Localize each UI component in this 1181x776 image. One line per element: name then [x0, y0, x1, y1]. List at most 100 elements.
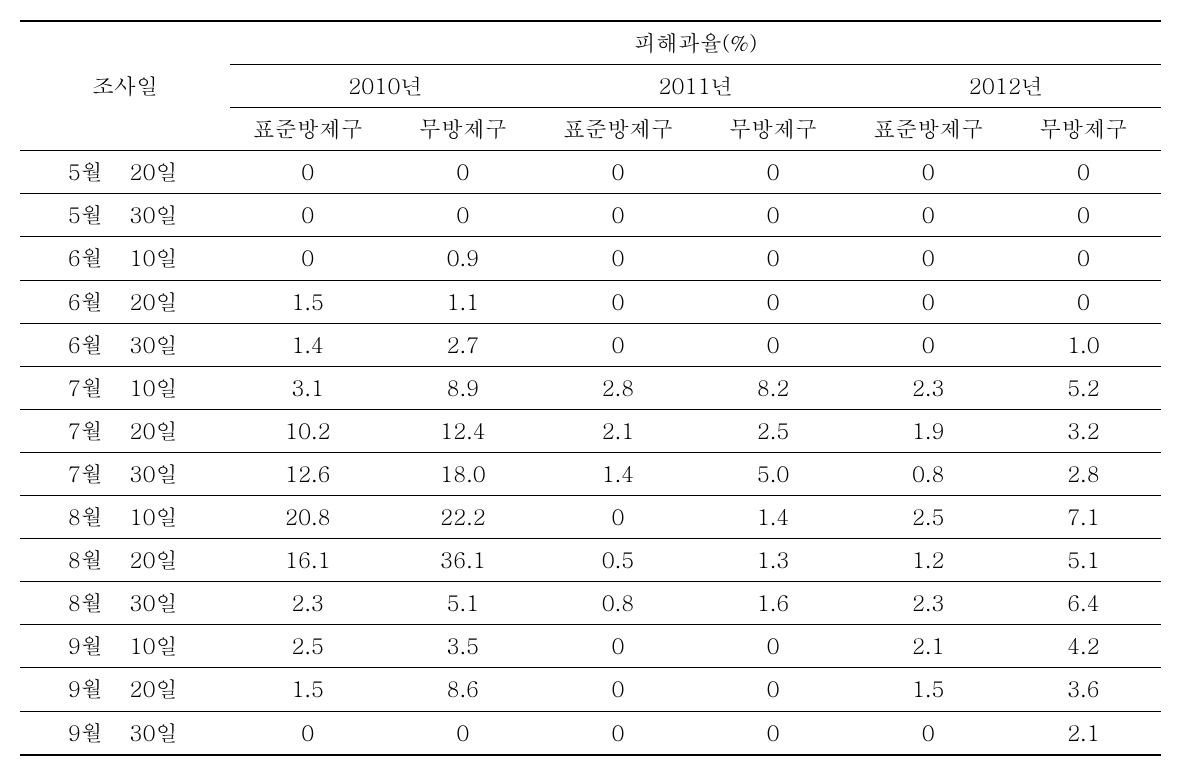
value-cell: 0	[230, 151, 385, 194]
value-cell: 2.3	[851, 582, 1006, 625]
header-date: 조사일	[20, 21, 230, 151]
value-cell: 12.4	[385, 409, 540, 452]
table-row: 6월20일1.51.10000	[20, 280, 1161, 323]
value-cell: 1.0	[1006, 323, 1161, 366]
date-month: 8월	[50, 500, 103, 534]
value-cell: 0.5	[540, 539, 695, 582]
value-cell: 8.6	[385, 668, 540, 711]
date-cell: 7월10일	[20, 366, 230, 409]
date-cell: 8월30일	[20, 582, 230, 625]
date-month: 6월	[50, 328, 103, 362]
value-cell: 5.2	[1006, 366, 1161, 409]
header-sub-none-2010: 무방제구	[385, 108, 540, 151]
value-cell: 2.7	[385, 323, 540, 366]
header-year-2012: 2012년	[851, 65, 1161, 108]
table-row: 8월20일16.136.10.51.31.25.1	[20, 539, 1161, 582]
value-cell: 0	[540, 323, 695, 366]
table: 조사일 피해과율(%) 2010년 2011년 2012년 표준방제구 무방제구…	[20, 20, 1161, 756]
value-cell: 0	[851, 237, 1006, 280]
value-cell: 10.2	[230, 409, 385, 452]
value-cell: 1.5	[230, 668, 385, 711]
value-cell: 0	[851, 711, 1006, 755]
header-sub-none-2011: 무방제구	[696, 108, 851, 151]
value-cell: 3.5	[385, 625, 540, 668]
value-cell: 0	[851, 194, 1006, 237]
value-cell: 0	[540, 625, 695, 668]
header-year-2011: 2011년	[540, 65, 850, 108]
value-cell: 8.2	[696, 366, 851, 409]
value-cell: 0	[385, 194, 540, 237]
date-day: 30일	[107, 457, 177, 491]
value-cell: 0	[696, 151, 851, 194]
date-cell: 9월30일	[20, 711, 230, 755]
value-cell: 0	[851, 151, 1006, 194]
value-cell: 2.5	[851, 496, 1006, 539]
value-cell: 18.0	[385, 452, 540, 495]
value-cell: 3.6	[1006, 668, 1161, 711]
table-row: 6월10일00.90000	[20, 237, 1161, 280]
date-month: 7월	[50, 371, 103, 405]
value-cell: 0	[230, 237, 385, 280]
value-cell: 8.9	[385, 366, 540, 409]
value-cell: 0	[696, 323, 851, 366]
header-sub-none-2012: 무방제구	[1006, 108, 1161, 151]
value-cell: 0	[540, 668, 695, 711]
value-cell: 0	[696, 711, 851, 755]
value-cell: 0	[696, 280, 851, 323]
date-day: 30일	[107, 198, 177, 232]
date-day: 20일	[107, 285, 177, 319]
value-cell: 3.1	[230, 366, 385, 409]
value-cell: 12.6	[230, 452, 385, 495]
date-cell: 7월30일	[20, 452, 230, 495]
table-row: 8월10일20.822.201.42.57.1	[20, 496, 1161, 539]
value-cell: 0	[851, 280, 1006, 323]
date-cell: 6월10일	[20, 237, 230, 280]
value-cell: 0	[1006, 280, 1161, 323]
value-cell: 0	[851, 323, 1006, 366]
table-row: 5월20일000000	[20, 151, 1161, 194]
table-row: 6월30일1.42.70001.0	[20, 323, 1161, 366]
date-cell: 5월30일	[20, 194, 230, 237]
value-cell: 2.8	[1006, 452, 1161, 495]
value-cell: 0	[696, 625, 851, 668]
value-cell: 1.5	[851, 668, 1006, 711]
value-cell: 0	[385, 151, 540, 194]
date-cell: 9월20일	[20, 668, 230, 711]
value-cell: 20.8	[230, 496, 385, 539]
value-cell: 3.2	[1006, 409, 1161, 452]
damage-rate-table: 조사일 피해과율(%) 2010년 2011년 2012년 표준방제구 무방제구…	[20, 20, 1161, 756]
date-day: 20일	[107, 414, 177, 448]
value-cell: 0.8	[540, 582, 695, 625]
value-cell: 36.1	[385, 539, 540, 582]
value-cell: 0	[540, 237, 695, 280]
date-month: 6월	[50, 241, 103, 275]
table-row: 7월30일12.618.01.45.00.82.8	[20, 452, 1161, 495]
date-month: 8월	[50, 586, 103, 620]
value-cell: 2.8	[540, 366, 695, 409]
value-cell: 0	[540, 151, 695, 194]
value-cell: 6.4	[1006, 582, 1161, 625]
value-cell: 0.9	[385, 237, 540, 280]
date-month: 6월	[50, 285, 103, 319]
value-cell: 22.2	[385, 496, 540, 539]
value-cell: 0	[696, 194, 851, 237]
date-cell: 5월20일	[20, 151, 230, 194]
value-cell: 0	[1006, 237, 1161, 280]
date-day: 20일	[107, 543, 177, 577]
date-month: 5월	[50, 155, 103, 189]
date-month: 7월	[50, 414, 103, 448]
date-month: 9월	[50, 716, 103, 750]
value-cell: 2.3	[230, 582, 385, 625]
date-day: 10일	[107, 629, 177, 663]
date-month: 7월	[50, 457, 103, 491]
value-cell: 5.1	[1006, 539, 1161, 582]
value-cell: 4.2	[1006, 625, 1161, 668]
value-cell: 1.5	[230, 280, 385, 323]
value-cell: 0	[230, 194, 385, 237]
date-day: 10일	[107, 500, 177, 534]
value-cell: 1.6	[696, 582, 851, 625]
date-day: 30일	[107, 586, 177, 620]
value-cell: 0	[540, 194, 695, 237]
value-cell: 1.4	[230, 323, 385, 366]
date-cell: 7월20일	[20, 409, 230, 452]
